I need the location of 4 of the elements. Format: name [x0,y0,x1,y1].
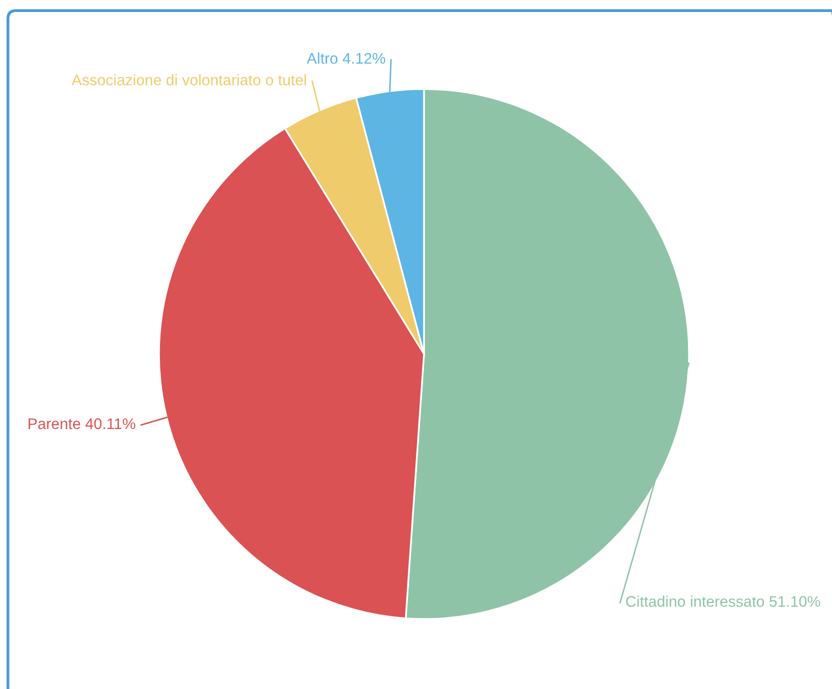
slice-label: Parente 40.11% [28,418,136,430]
slice-label: Cittadino interessato 51.10% [626,596,820,607]
slice-label: Associazione di volontariato o tutel [72,74,306,86]
slice-label: Altro 4.12% [306,52,386,64]
